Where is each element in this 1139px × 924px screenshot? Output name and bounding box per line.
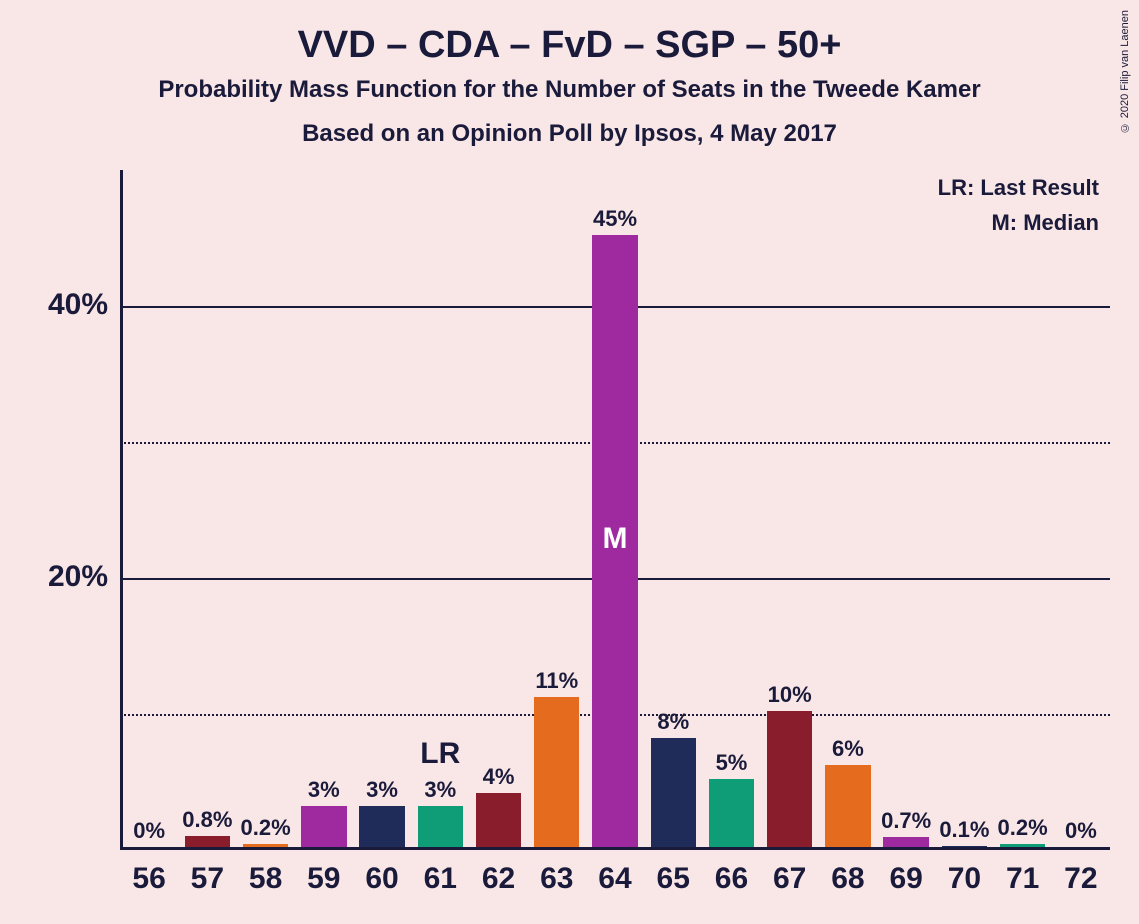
- x-tick-label: 72: [1052, 862, 1110, 896]
- bar-value-label: 45%: [586, 206, 644, 232]
- x-tick-label: 68: [819, 862, 877, 896]
- chart-container: VVD – CDA – FvD – SGP – 50+ Probability …: [0, 0, 1139, 924]
- bar-value-label: 0.1%: [935, 817, 993, 843]
- bar-value-label: 3%: [353, 777, 411, 803]
- bar: [767, 711, 812, 847]
- bar: [1000, 844, 1045, 847]
- x-tick-label: 65: [644, 862, 702, 896]
- bar-value-label: 11%: [528, 668, 586, 694]
- bar-value-label: 0.2%: [236, 815, 294, 841]
- chart-title: VVD – CDA – FvD – SGP – 50+: [0, 24, 1139, 67]
- bar-value-label: 0.8%: [178, 807, 236, 833]
- bar-value-label: 5%: [702, 750, 760, 776]
- x-tick-label: 60: [353, 862, 411, 896]
- bar-value-label: 8%: [644, 709, 702, 735]
- bar-value-label: 3%: [411, 777, 469, 803]
- x-tick-label: 71: [994, 862, 1052, 896]
- bar: [418, 806, 463, 847]
- bar: [709, 779, 754, 847]
- x-tick-label: 62: [469, 862, 527, 896]
- chart-subtitle-2: Based on an Opinion Poll by Ipsos, 4 May…: [0, 120, 1139, 148]
- bar-value-label: 3%: [295, 777, 353, 803]
- bar: [476, 793, 521, 847]
- y-tick-label: 20%: [28, 560, 108, 594]
- bar: [825, 765, 870, 847]
- bar-value-label: 6%: [819, 736, 877, 762]
- bar-value-label: 10%: [761, 682, 819, 708]
- copyright-text: © 2020 Filip van Laenen: [1119, 10, 1131, 133]
- y-axis: [120, 170, 123, 850]
- x-axis: [120, 847, 1110, 850]
- bar-value-label: 4%: [469, 764, 527, 790]
- x-tick-label: 56: [120, 862, 178, 896]
- lr-marker: LR: [411, 737, 469, 771]
- x-tick-label: 57: [178, 862, 236, 896]
- median-marker: M: [592, 522, 637, 556]
- plot-area: 0%0.8%0.2%3%3%3%LR4%11%M45%8%5%10%6%0.7%…: [120, 170, 1110, 850]
- bar: [534, 697, 579, 847]
- x-tick-label: 61: [411, 862, 469, 896]
- x-tick-label: 64: [586, 862, 644, 896]
- bar: [359, 806, 404, 847]
- x-tick-label: 69: [877, 862, 935, 896]
- bar: [942, 846, 987, 847]
- bar: M: [592, 235, 637, 847]
- x-tick-label: 59: [295, 862, 353, 896]
- y-tick-label: 40%: [28, 288, 108, 322]
- x-tick-label: 58: [236, 862, 294, 896]
- x-tick-label: 63: [528, 862, 586, 896]
- bar-value-label: 0.2%: [994, 815, 1052, 841]
- x-tick-label: 67: [761, 862, 819, 896]
- bar: [301, 806, 346, 847]
- bar-value-label: 0%: [120, 818, 178, 844]
- bar: [651, 738, 696, 847]
- bar: [883, 837, 928, 847]
- x-tick-label: 66: [702, 862, 760, 896]
- bar-value-label: 0%: [1052, 818, 1110, 844]
- x-tick-label: 70: [935, 862, 993, 896]
- bar-value-label: 0.7%: [877, 808, 935, 834]
- chart-subtitle-1: Probability Mass Function for the Number…: [0, 76, 1139, 104]
- bar: [243, 844, 288, 847]
- bar: [185, 836, 230, 847]
